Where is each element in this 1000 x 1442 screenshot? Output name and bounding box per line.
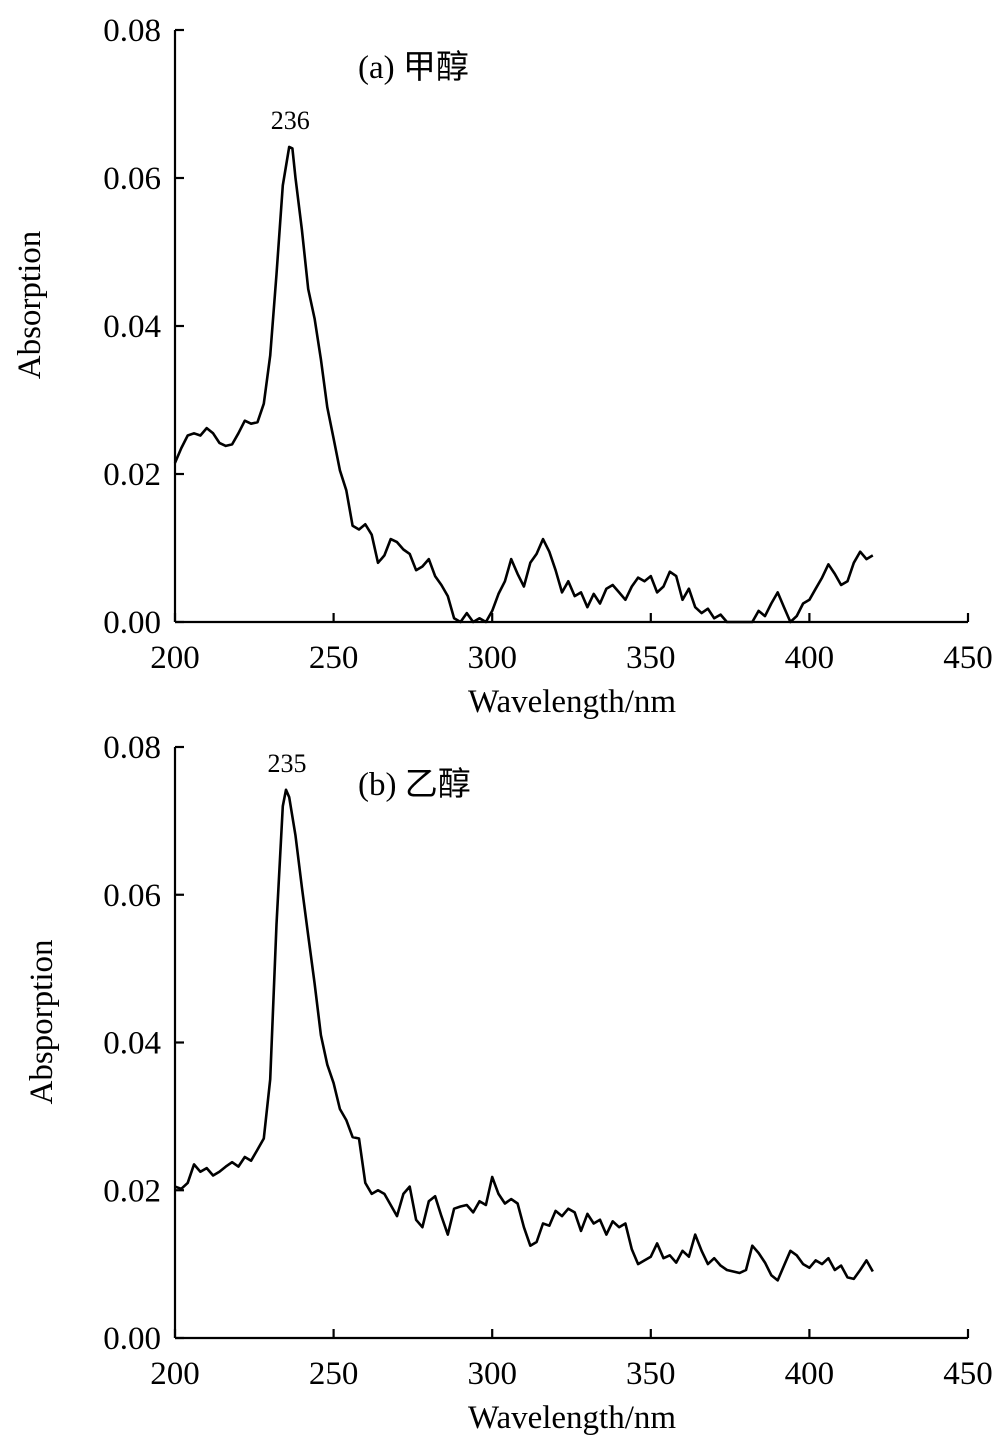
panel-b-x-tick-label: 200 [150, 1356, 200, 1392]
panel-b-x-tick-label: 300 [467, 1356, 517, 1392]
panel-a-y-tick-label: 0.04 [103, 309, 161, 345]
chart-panel-a: (a) 甲醇 Absorption Wavelength/nm 200 250 30… [12, 13, 993, 720]
chart-panel-b: (b) 乙醇 Absporption Wavelength/nm 200 250 3… [24, 730, 993, 1436]
panel-b-y-tick-label: 0.04 [103, 1026, 161, 1062]
panel-b-x-axis-title: Wavelength/nm [468, 1400, 676, 1436]
panel-b-series-line [174, 788, 874, 1282]
panel-a-y-tick-label: 0.06 [103, 161, 161, 197]
panel-b-x-tick-label: 450 [943, 1356, 993, 1392]
panel-a-y-tick-label: 0.08 [103, 13, 161, 49]
panel-a-y-tick-label: 0.02 [103, 457, 161, 493]
panel-b-peak-label: 235 [268, 749, 307, 778]
panel-a-x-tick-label: 450 [943, 640, 993, 676]
panel-a-x-axis-title: Wavelength/nm [468, 684, 676, 720]
panel-a-peak-label: 236 [271, 106, 310, 135]
panel-b-y-tick-label: 0.02 [103, 1173, 161, 1209]
panel-b-label: (b) 乙醇 [358, 766, 471, 803]
panel-a-x-tick-label: 400 [785, 640, 835, 676]
panel-a-series-line [173, 145, 874, 624]
panel-b-y-tick-label: 0.00 [103, 1321, 161, 1357]
panel-a-y-tick-label: 0.00 [103, 605, 161, 641]
panel-b-y-axis-title: Absporption [24, 940, 60, 1105]
panel-a-x-tick-label: 300 [467, 640, 517, 676]
panel-a-y-axis-title: Absorption [12, 231, 48, 380]
panel-b-x-tick-label: 400 [785, 1356, 835, 1392]
panel-b-x-tick-label: 350 [626, 1356, 676, 1392]
panel-b-x-tick-label: 250 [309, 1356, 359, 1392]
panel-a-x-tick-label: 200 [150, 640, 200, 676]
panel-b-y-tick-label: 0.08 [103, 730, 161, 766]
panel-a-label: (a) 甲醇 [358, 49, 469, 86]
panel-a-x-tick-label: 350 [626, 640, 676, 676]
panel-a-x-tick-label: 250 [309, 640, 359, 676]
panel-b-y-tick-label: 0.06 [103, 878, 161, 914]
